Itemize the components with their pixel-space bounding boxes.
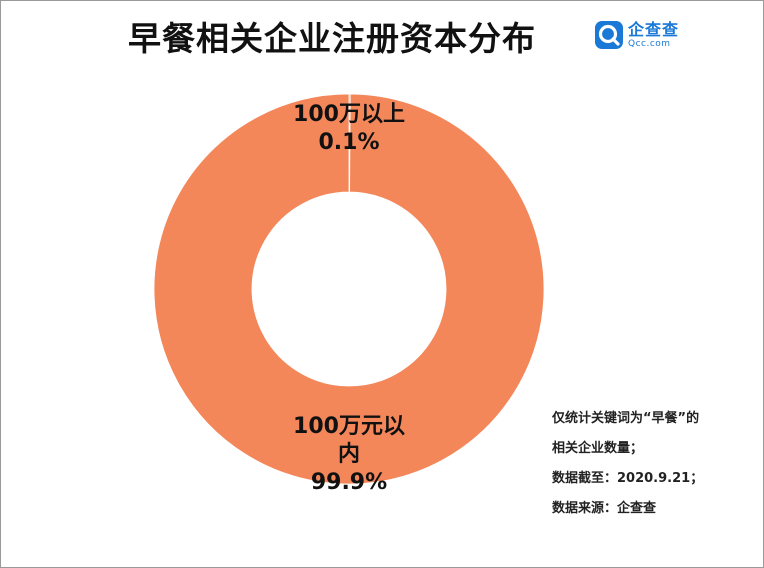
qcc-logo-icon	[595, 21, 623, 49]
logo-domain: Qcc.com	[628, 38, 671, 49]
logo-name: 企查查	[628, 19, 680, 39]
note-line-1: 仅统计关键词为“早餐”的	[552, 411, 700, 426]
slice-1-label-line-1: 100万以上	[293, 102, 405, 127]
slice-1-label-line-2: 0.1%	[318, 130, 379, 155]
note-line-4: 数据来源：企查查	[552, 501, 657, 516]
donut-slices	[153, 93, 545, 485]
donut-slice-2	[153, 93, 545, 485]
chart-title: 早餐相关企业注册资本分布	[128, 19, 536, 58]
qcc-logo: 企查查 Qcc.com	[594, 20, 679, 50]
slice-2-label-line-1: 100万元以	[293, 414, 405, 439]
note-line-3: 数据截至：2020.9.21；	[552, 471, 704, 486]
chart-notes: 仅统计关键词为“早餐”的 相关企业数量； 数据截至：2020.9.21； 数据来…	[552, 404, 703, 524]
slice-2-label-line-2: 内	[338, 442, 360, 467]
slice-2-label-line-3: 99.9%	[311, 470, 387, 495]
note-line-2: 相关企业数量；	[552, 441, 644, 456]
